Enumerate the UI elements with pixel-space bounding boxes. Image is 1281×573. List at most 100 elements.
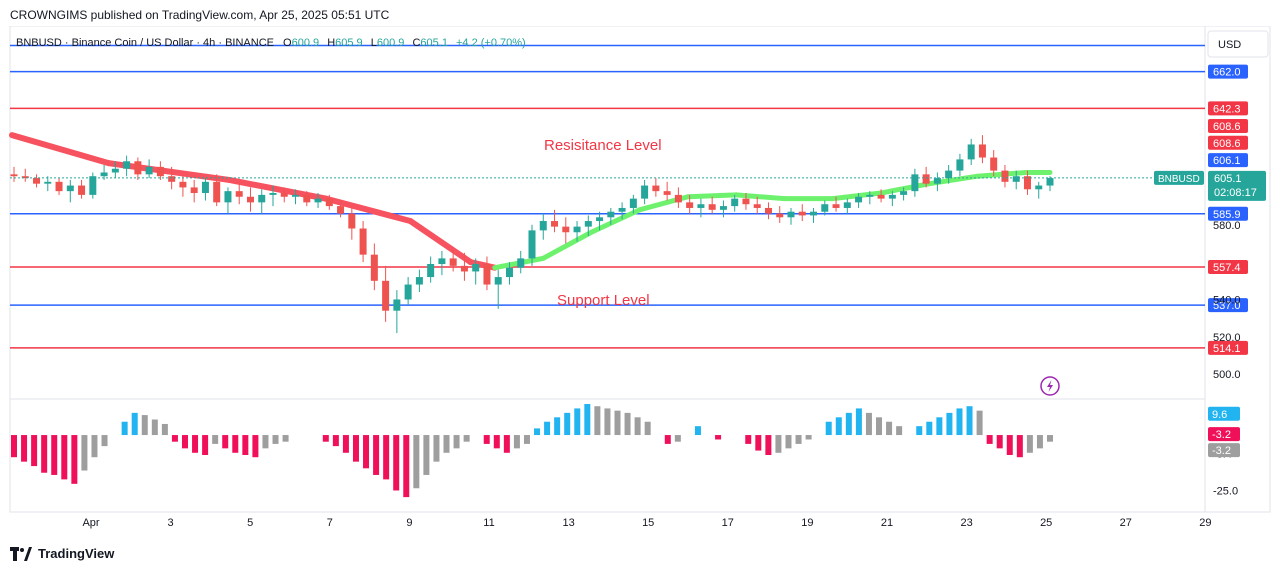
candle-body-40 — [460, 265, 468, 272]
level-tag-1 — [1208, 64, 1248, 79]
time-label-1: 3 — [168, 517, 174, 529]
osc-bar-52 — [534, 428, 541, 436]
candle-body-47 — [539, 221, 547, 231]
legend-low: 600.9 — [377, 37, 405, 49]
osc-tag-2 — [1208, 443, 1240, 458]
level-tag-text-2: 642.3 — [1213, 103, 1241, 115]
candle-body-66 — [753, 204, 761, 208]
osc-bar-59 — [604, 408, 611, 436]
price-label-1: 540.0 — [1213, 294, 1241, 306]
osc-bar-37 — [383, 435, 390, 480]
chart-border — [9, 25, 1271, 513]
osc-bar-34 — [352, 435, 359, 462]
osc-tag-text-0: 9.6 — [1212, 409, 1227, 421]
level-tag-text-1: 662.0 — [1213, 67, 1241, 79]
currency-button[interactable] — [1207, 30, 1269, 58]
candle-body-72 — [821, 204, 829, 212]
osc-bar-39 — [403, 435, 410, 498]
osc-tag-0 — [1208, 406, 1240, 421]
osc-bar-3 — [41, 435, 48, 473]
legend-symbol: BNBUSD · Binance Coin / US Dollar · 4h ·… — [16, 37, 274, 49]
candle-body-10 — [123, 161, 131, 169]
candle-body-1 — [21, 176, 29, 179]
osc-tag-text-2: -3.2 — [1212, 445, 1231, 457]
osc-bar-101 — [1026, 435, 1033, 453]
legend-close: 605.1 — [420, 37, 448, 49]
candle-body-41 — [472, 263, 480, 272]
last-price-tag — [1208, 170, 1266, 201]
candle-body-26 — [303, 194, 311, 203]
extra-tag-0 — [1208, 118, 1248, 133]
candle-body-73 — [832, 204, 840, 208]
time-label-3: 7 — [327, 517, 333, 529]
osc-bar-76 — [775, 435, 782, 453]
candle-body-3 — [44, 181, 52, 184]
time-label-13: 27 — [1120, 517, 1132, 529]
candle-body-79 — [900, 191, 908, 195]
candle-body-82 — [933, 178, 941, 184]
osc-bar-73 — [745, 435, 752, 444]
osc-bar-102 — [1036, 435, 1043, 449]
osc-bar-22 — [232, 435, 239, 453]
time-label-10: 21 — [881, 517, 893, 529]
tradingview-brand[interactable]: TradingView — [38, 546, 115, 561]
candle-body-28 — [325, 198, 333, 207]
time-label-6: 13 — [562, 517, 574, 529]
chart-canvas[interactable]: 662.0 642.3 585.9 557.4 537.0 514.1 608.6 608.6… — [0, 25, 1281, 542]
osc-bar-97 — [986, 435, 993, 444]
candle-body-57 — [652, 185, 660, 192]
legend-o-label: O — [283, 37, 292, 49]
bar-countdown: 02:08:17 — [1214, 187, 1257, 199]
chart-frame[interactable]: 662.0 642.3 585.9 557.4 537.0 514.1 608.6 608.6… — [0, 25, 1281, 542]
osc-bar-70 — [715, 435, 722, 440]
horizontal-levels — [10, 44, 1205, 349]
osc-bar-84 — [855, 408, 862, 436]
osc-bar-81 — [825, 421, 832, 436]
last-price-value: 605.1 — [1214, 173, 1242, 185]
osc-bar-8 — [91, 435, 98, 458]
candle-body-32 — [370, 254, 378, 281]
osc-bar-24 — [252, 435, 259, 458]
candle-body-56 — [641, 185, 649, 199]
osc-bar-103 — [1047, 435, 1053, 442]
osc-bar-47 — [483, 435, 490, 444]
candle-body-77 — [877, 194, 885, 199]
osc-bar-27 — [282, 435, 289, 442]
level-tag-text-4: 557.4 — [1213, 262, 1241, 274]
candle-body-33 — [382, 280, 390, 311]
candle-body-50 — [573, 226, 581, 233]
osc-bar-99 — [1006, 435, 1013, 455]
osc-bar-21 — [222, 435, 229, 449]
osc-bar-94 — [956, 408, 963, 436]
osc-bar-75 — [765, 435, 772, 455]
price-label-3: 500.0 — [1213, 369, 1241, 381]
osc-bar-56 — [574, 408, 581, 436]
osc-bar-54 — [554, 417, 561, 436]
extra-tag-text-2: 606.1 — [1213, 155, 1241, 167]
lightning-icon[interactable] — [1040, 376, 1060, 396]
osc-bar-11 — [121, 421, 128, 436]
candle-body-75 — [855, 196, 863, 203]
osc-bar-32 — [332, 435, 339, 447]
osc-bar-31 — [322, 435, 329, 442]
resistance-annotation[interactable]: Resisitance Level — [544, 137, 662, 154]
osc-bar-18 — [192, 435, 199, 453]
footer: TradingView — [10, 546, 114, 561]
candle-body-29 — [337, 206, 345, 214]
candle-body-64 — [731, 198, 739, 207]
osc-bar-25 — [262, 435, 269, 449]
osc-bar-38 — [393, 435, 400, 491]
osc-bar-15 — [161, 423, 168, 436]
candle-body-69 — [787, 211, 795, 218]
osc-bar-66 — [674, 435, 681, 442]
osc-bar-77 — [785, 435, 792, 449]
candle-body-9 — [111, 168, 119, 173]
osc-bar-50 — [513, 435, 520, 449]
osc-bar-98 — [996, 435, 1003, 449]
currency-label: USD — [1218, 39, 1241, 51]
osc-bar-55 — [564, 412, 571, 436]
osc-bar-40 — [413, 435, 420, 489]
support-annotation[interactable]: Support Level — [557, 292, 650, 309]
osc-bar-90 — [916, 426, 923, 436]
legend-open: 600.9 — [292, 37, 320, 49]
